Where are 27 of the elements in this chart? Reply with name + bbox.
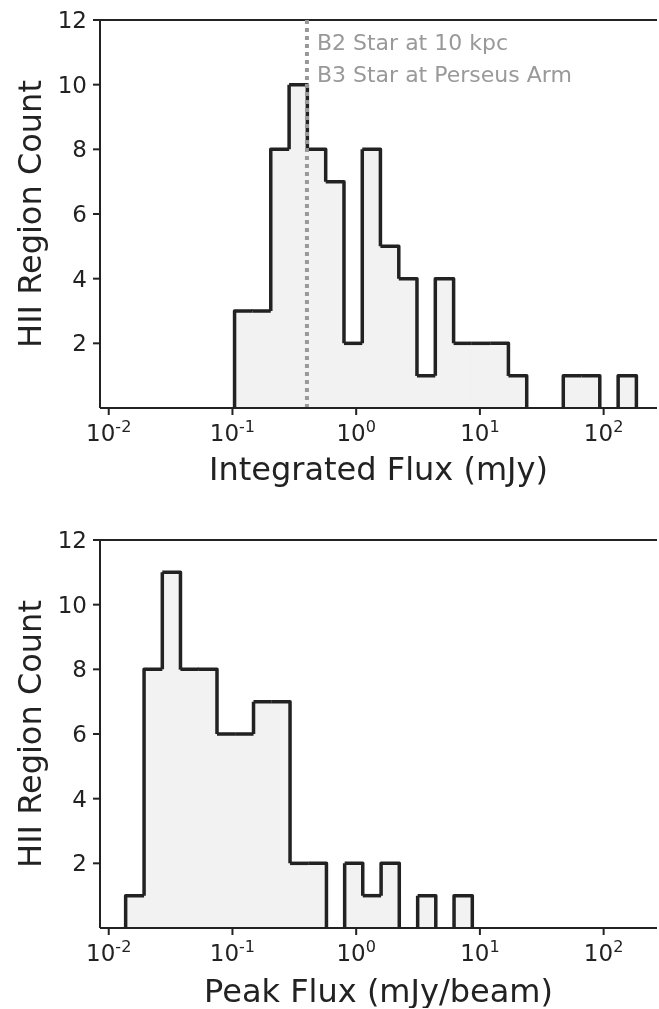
y-tick-label: 2 [72,330,87,357]
x-axis-title: Peak Flux (mJy/beam) [204,972,553,1009]
x-tick-label: 10$^{-2}$ [86,416,132,446]
y-tick-label: 2 [72,850,87,877]
x-tick-label: 10$^{2}$ [583,936,624,966]
y-tick-label: 8 [72,656,87,683]
y-tick-label: 6 [72,201,87,227]
x-tick-label: 10$^{0}$ [336,936,376,966]
y-tick-label: 4 [72,785,87,812]
x-tick-label: 10$^{2}$ [583,416,624,446]
y-tick-label: 8 [72,136,87,163]
y-tick-label: 12 [57,527,87,553]
y-tick-label: 4 [72,265,87,292]
y-axis-title: HII Region Count [11,600,50,868]
y-tick-label: 12 [57,7,87,33]
x-tick-label: 10$^{-1}$ [209,416,256,446]
x-tick-label: 10$^{0}$ [336,416,376,446]
x-axis-title: Integrated Flux (mJy) [209,450,548,488]
x-tick-label: 10$^{-2}$ [86,936,132,966]
ref-line-label: B2 Star at 10 kpc B3 Star at Perseus Arm [316,30,572,87]
y-tick-label: 6 [72,721,87,747]
x-tick-label: 10$^{-1}$ [209,936,256,966]
x-tick-label: 10$^{1}$ [460,936,500,966]
y-tick-label: 10 [57,71,87,98]
y-axis-title: HII Region Count [11,80,50,348]
y-tick-label: 10 [57,591,87,618]
x-tick-label: 10$^{1}$ [460,416,500,446]
